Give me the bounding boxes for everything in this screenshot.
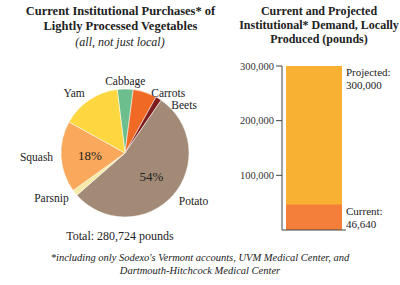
svg-text:200,000: 200,000 [240, 115, 274, 126]
svg-text:Carrots: Carrots [151, 87, 185, 99]
svg-text:18%: 18% [78, 148, 102, 163]
svg-text:46,640: 46,640 [346, 218, 377, 230]
svg-text:300,000: 300,000 [346, 79, 382, 91]
svg-text:Beets: Beets [171, 99, 197, 111]
svg-text:Parsnip: Parsnip [34, 192, 69, 205]
html-text:(all, not just local): (all, not just local) [75, 35, 165, 49]
html-text:Current and Projected Institut: Current and Projected Institutional* Dem… [239, 4, 399, 46]
svg-text:100,000: 100,000 [240, 170, 274, 181]
svg-text:Projected:: Projected: [346, 66, 391, 78]
html-text:Total: 280,724 pounds: Total: 280,724 pounds [66, 229, 174, 243]
svg-text:Current:: Current: [346, 205, 383, 217]
svg-text:Cabbage: Cabbage [105, 75, 145, 88]
html-text:Current Institutional Purchase: Current Institutional Purchases* of Ligh… [25, 4, 216, 33]
svg-text:Yam: Yam [64, 87, 85, 99]
html-text:*including only Sodexo's Vermo: *including only Sodexo's Vermont account… [50, 252, 350, 276]
svg-text:300,000: 300,000 [240, 61, 274, 72]
svg-text:54%: 54% [139, 169, 163, 184]
svg-text:Potato: Potato [179, 195, 209, 207]
svg-text:Squash: Squash [20, 151, 53, 164]
